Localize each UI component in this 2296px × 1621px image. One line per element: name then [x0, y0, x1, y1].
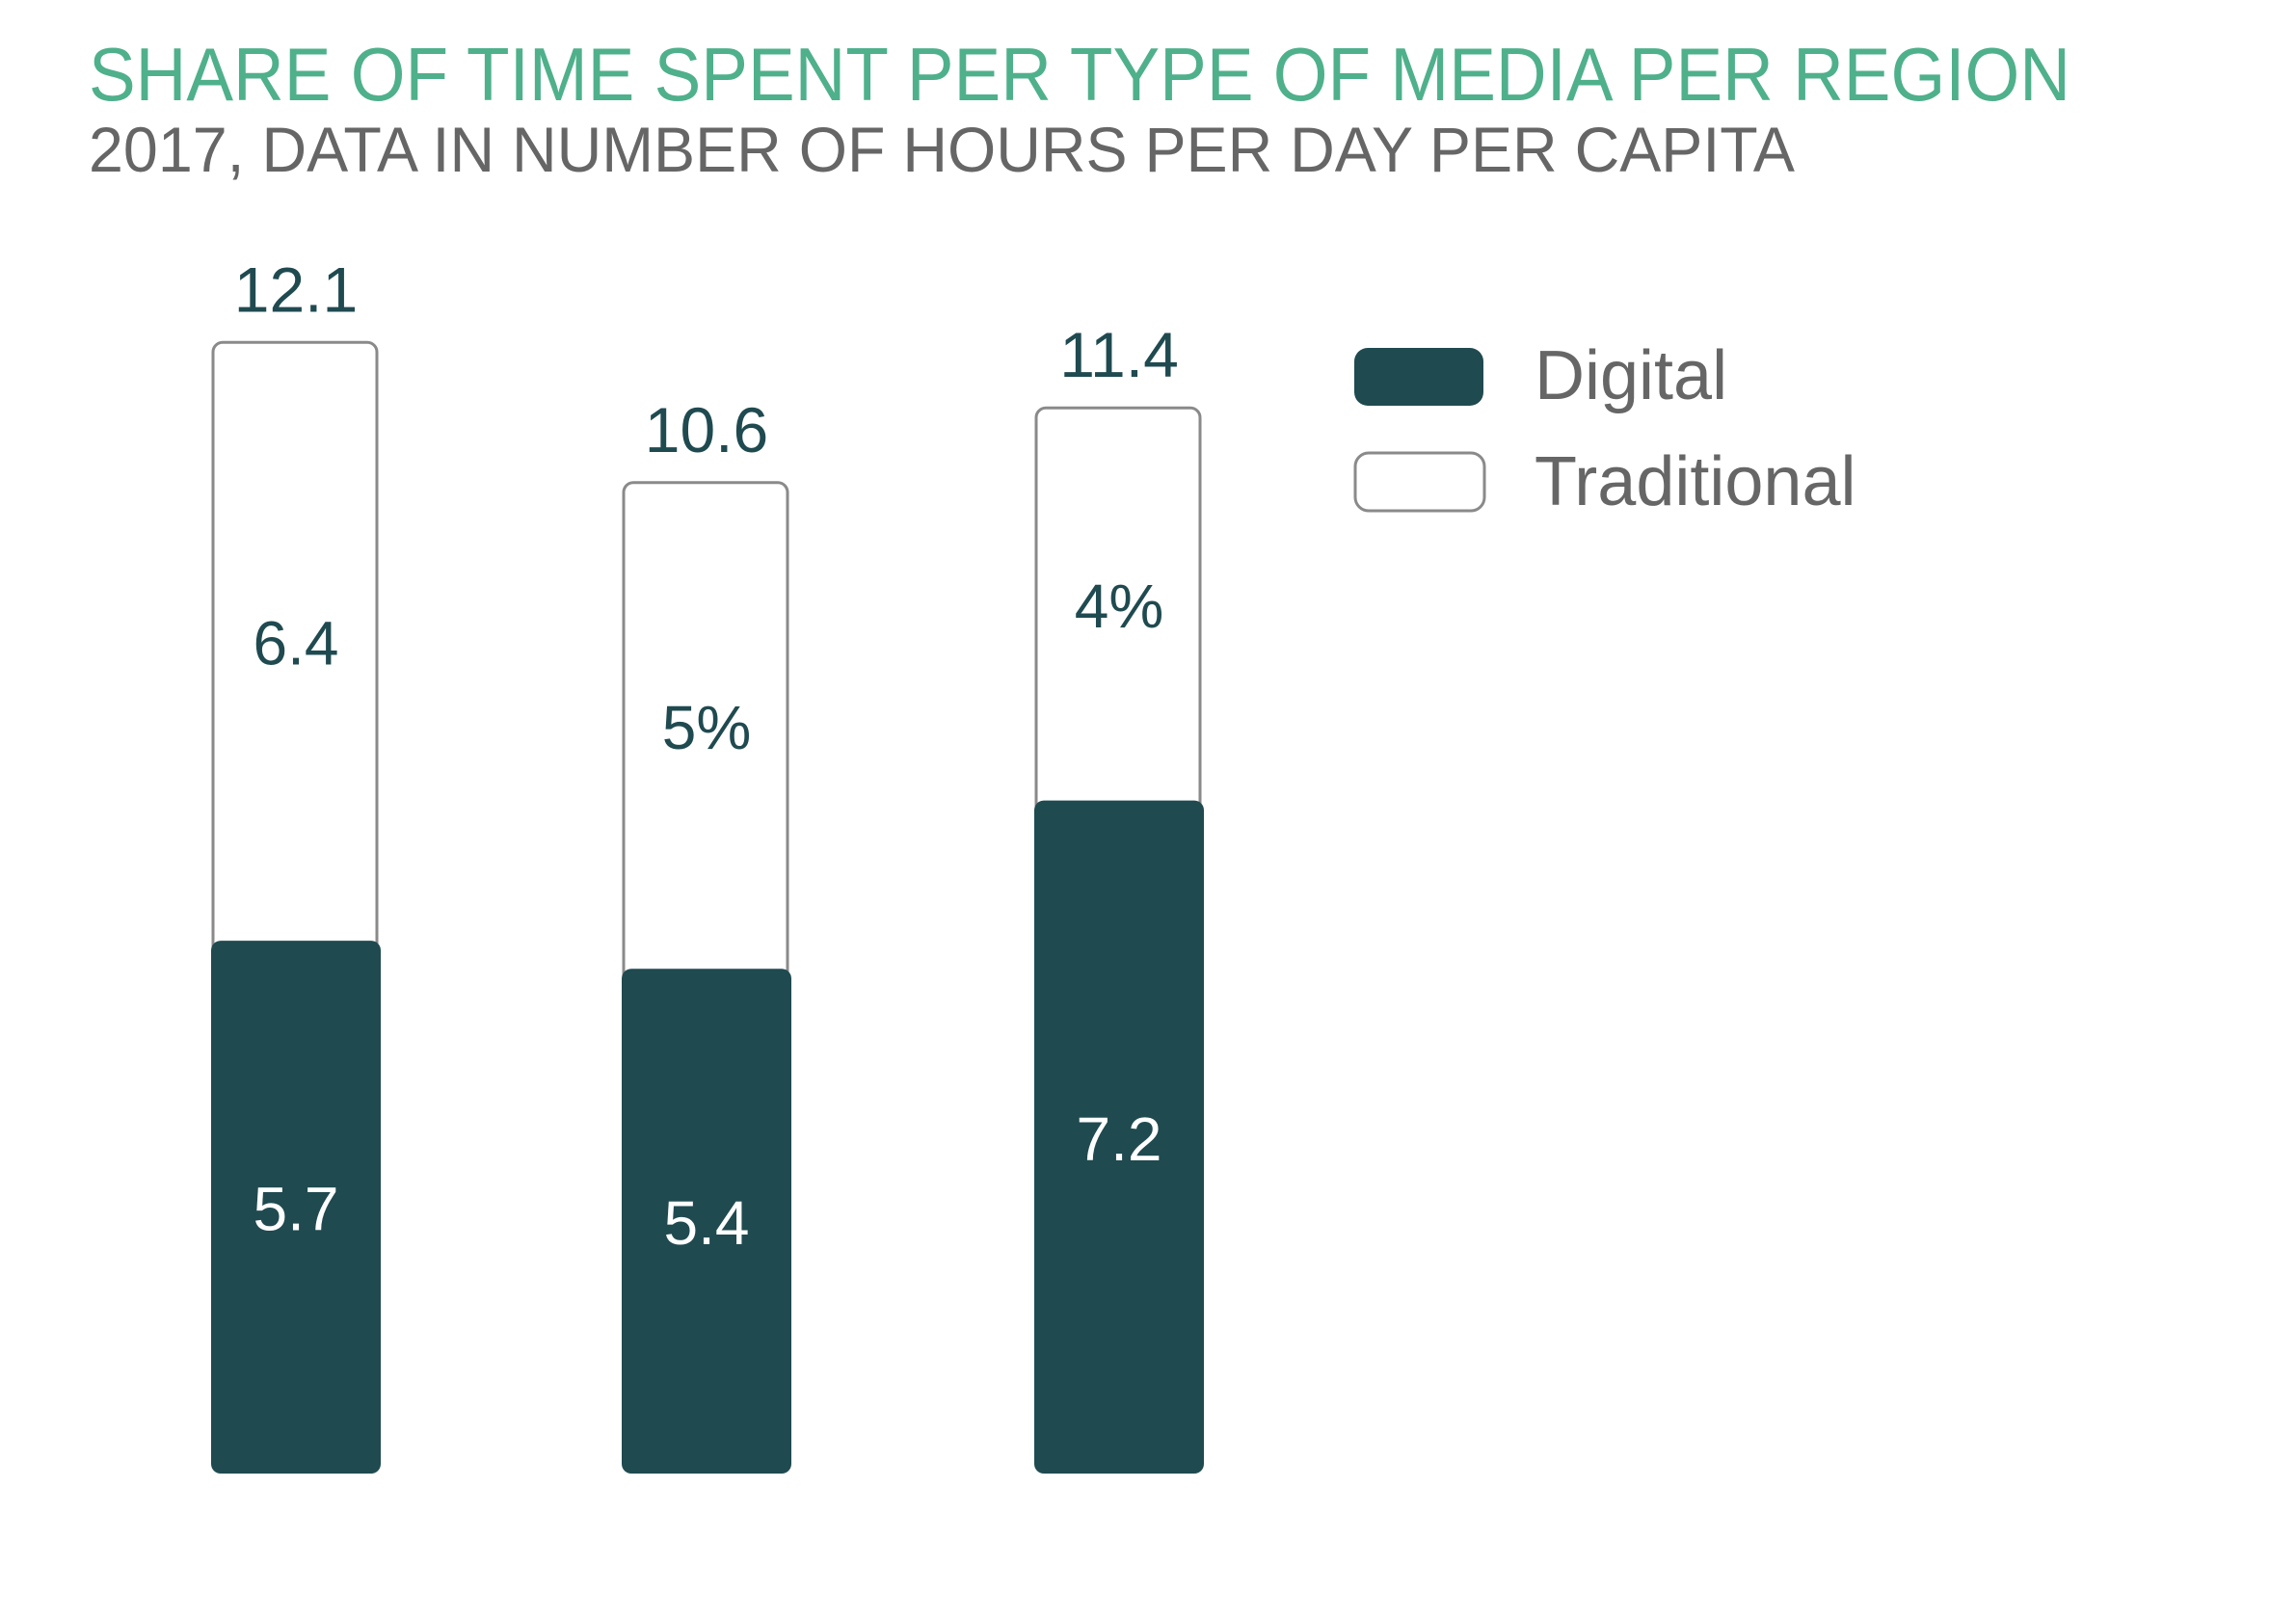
- digital-value-label: 5.4: [664, 1188, 750, 1258]
- digital-value-label: 7.2: [1077, 1104, 1162, 1174]
- bars-group: 12.1 6.4 5.7 10.6 5% 5.4 11.4 4% 7.2: [211, 253, 1204, 1474]
- legend-label-digital: Digital: [1535, 337, 1727, 414]
- bar-digital: [622, 969, 791, 1474]
- total-label: 11.4: [1059, 319, 1179, 390]
- traditional-value-label: 6.4: [254, 609, 339, 678]
- traditional-value-label: 4%: [1075, 571, 1164, 641]
- bar-digital: [211, 941, 381, 1474]
- legend-swatch-digital: [1354, 348, 1483, 406]
- bar-digital: [1034, 800, 1204, 1474]
- legend-swatch-traditional: [1353, 451, 1486, 513]
- chart-title: SHARE OF TIME SPENT PER TYPE OF MEDIA PE…: [89, 32, 2070, 117]
- legend: Digital Traditional: [1353, 337, 1856, 520]
- digital-value-label: 5.7: [254, 1175, 339, 1244]
- total-label: 12.1: [234, 253, 358, 325]
- traditional-value-label: 5%: [662, 693, 752, 762]
- total-label: 10.6: [645, 394, 768, 465]
- legend-label-traditional: Traditional: [1535, 443, 1856, 520]
- chart-subtitle: 2017, DATA IN NUMBER OF HOURS PER DAY PE…: [89, 114, 1795, 185]
